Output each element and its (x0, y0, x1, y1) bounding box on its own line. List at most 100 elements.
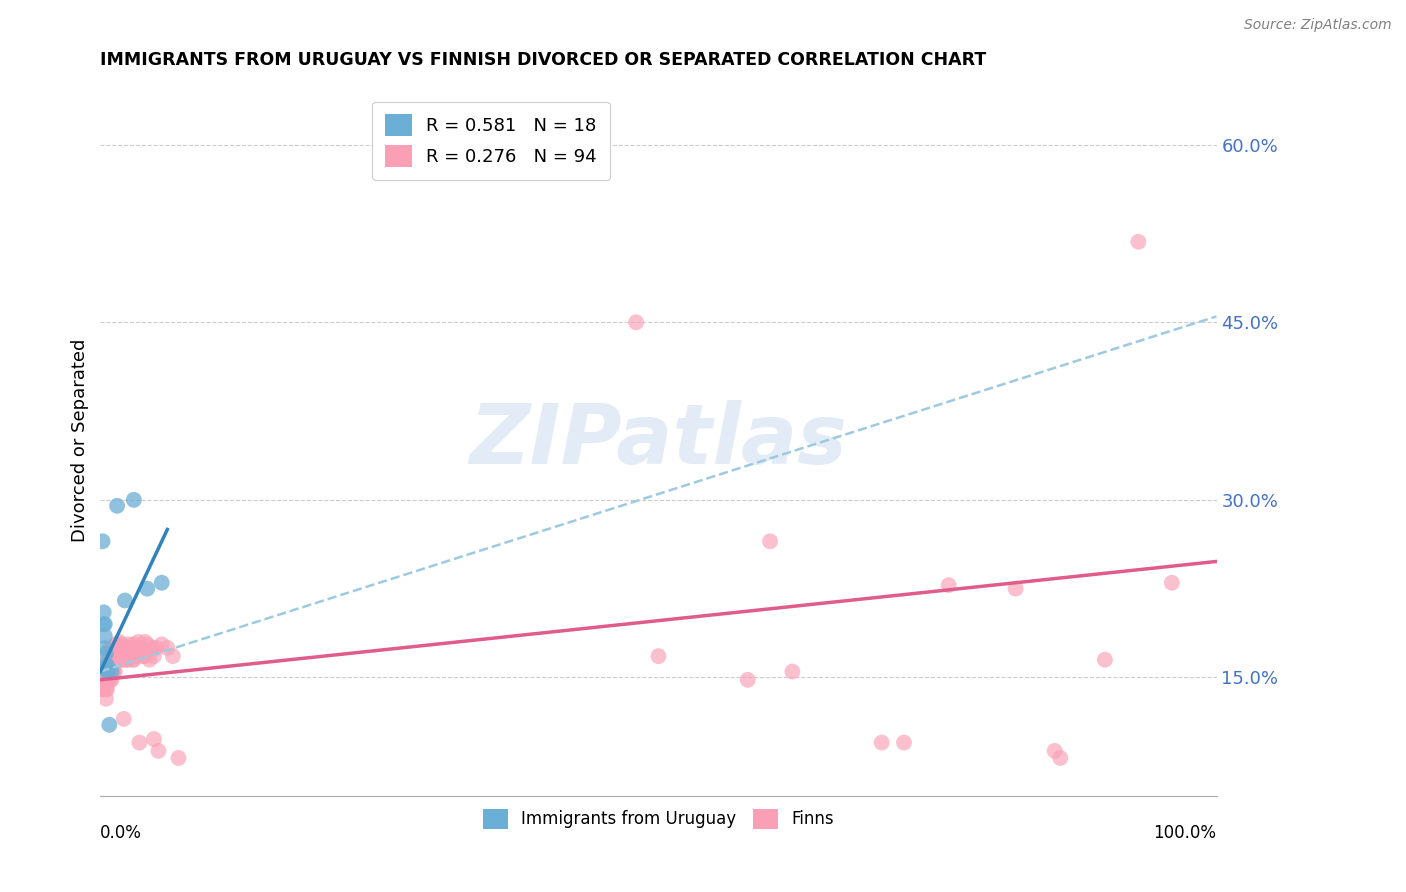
Point (91, 673, 114, 687)
Point (104, 665, 127, 679)
Point (100, 665, 122, 679)
Point (142, 731, 165, 746)
Y-axis label: Divorced or Separated: Divorced or Separated (72, 339, 89, 542)
Point (759, 534, 782, 549)
Point (94, 629, 117, 643)
Point (103, 665, 125, 679)
Point (132, 649, 155, 664)
Point (104, 653, 127, 667)
Point (737, 673, 759, 687)
Point (94, 658, 117, 673)
Point (103, 653, 125, 667)
Point (107, 640, 129, 655)
Point (114, 593, 136, 607)
Point (121, 653, 143, 667)
Point (96, 658, 118, 673)
Point (96, 665, 118, 679)
Point (111, 653, 134, 667)
Point (97, 644, 120, 658)
Point (110, 637, 132, 651)
Point (1160, 575, 1182, 590)
Point (121, 640, 143, 655)
Point (110, 640, 132, 655)
Point (118, 640, 141, 655)
Point (108, 649, 131, 664)
Point (122, 637, 145, 651)
Text: IMMIGRANTS FROM URUGUAY VS FINNISH DIVORCED OR SEPARATED CORRELATION CHART: IMMIGRANTS FROM URUGUAY VS FINNISH DIVOR… (100, 51, 987, 69)
Point (107, 653, 129, 667)
Point (782, 665, 804, 679)
Text: Source: ZipAtlas.com: Source: ZipAtlas.com (1244, 18, 1392, 32)
Point (127, 649, 149, 664)
Point (938, 578, 960, 592)
Point (94, 691, 117, 706)
Point (105, 640, 128, 655)
Point (870, 735, 893, 749)
Point (150, 575, 173, 590)
Point (120, 649, 142, 664)
Point (97, 665, 120, 679)
Point (111, 640, 134, 655)
Point (93, 617, 115, 632)
Point (1094, 653, 1116, 667)
Point (128, 735, 150, 749)
Point (100, 640, 122, 655)
Point (127, 635, 149, 649)
Point (142, 649, 165, 664)
Point (94, 682, 117, 697)
Point (122, 492, 145, 507)
Point (647, 649, 669, 664)
Point (101, 665, 124, 679)
Point (97, 665, 120, 679)
Point (93, 605, 115, 619)
Text: 0.0%: 0.0% (100, 824, 142, 842)
Point (136, 637, 159, 651)
Point (103, 640, 125, 655)
Point (134, 649, 156, 664)
Legend: Immigrants from Uruguay, Finns: Immigrants from Uruguay, Finns (475, 800, 842, 838)
Point (1043, 744, 1066, 758)
Point (122, 653, 145, 667)
Point (141, 640, 163, 655)
Point (94, 673, 117, 687)
Point (145, 640, 167, 655)
Point (96, 682, 118, 697)
Point (98, 649, 121, 664)
Point (893, 735, 915, 749)
Point (108, 635, 131, 649)
Point (96, 673, 118, 687)
Point (162, 649, 184, 664)
Point (624, 315, 647, 329)
Point (105, 499, 128, 513)
Point (94, 640, 117, 655)
Point (98, 718, 121, 732)
Point (104, 637, 127, 651)
Point (1049, 751, 1071, 765)
Point (94, 658, 117, 673)
Point (156, 640, 179, 655)
Point (138, 653, 160, 667)
Point (98, 665, 121, 679)
Point (115, 640, 138, 655)
Point (129, 640, 152, 655)
Point (100, 653, 122, 667)
Point (117, 653, 139, 667)
Point (97, 653, 120, 667)
Point (96, 658, 118, 673)
Point (110, 653, 132, 667)
Point (105, 653, 128, 667)
Point (100, 673, 122, 687)
Point (1004, 582, 1026, 596)
Point (115, 653, 138, 667)
Point (104, 649, 127, 664)
Point (100, 653, 122, 667)
Point (148, 744, 170, 758)
Point (114, 640, 136, 655)
Point (167, 751, 190, 765)
Point (134, 635, 156, 649)
Point (100, 673, 122, 687)
Text: 100.0%: 100.0% (1153, 824, 1216, 842)
Point (1128, 235, 1150, 249)
Point (100, 665, 122, 679)
Point (94, 668, 117, 682)
